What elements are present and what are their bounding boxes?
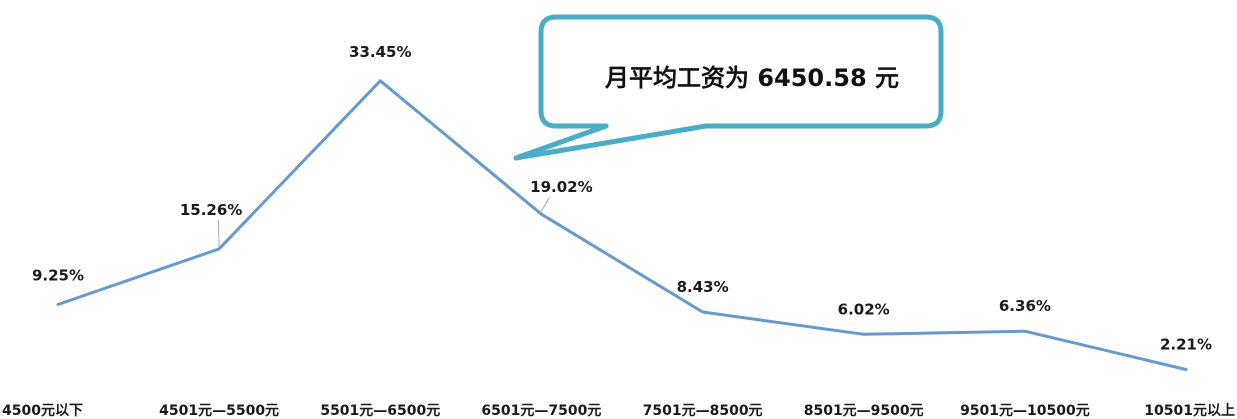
leader-line [540,196,550,212]
data-label: 33.45% [349,43,411,61]
x-tick-label: 5501元—6500元 [320,403,440,419]
annotation-callout: 月平均工资为 6450.58 元 [513,14,944,161]
x-tick-label: 7501元—8500元 [643,403,763,419]
data-label: 15.26% [180,201,242,219]
x-tick-label: 10501元以上 [1144,403,1235,419]
data-labels: 9.25% 15.26% 33.45% 19.02% 8.43% 6.02% 6.36% 2.… [32,43,1212,354]
data-label: 19.02% [530,178,592,196]
x-tick-label: 4501元—5500元 [159,403,279,419]
x-tick-label: 9501元—10500元 [960,403,1090,419]
x-tick-label: 6501元—7500元 [481,403,601,419]
leader-line [217,219,220,246]
data-label: 6.36% [999,297,1051,315]
x-tick-label: 4500元以下 [2,403,83,419]
x-tick-label: 8501元—9500元 [804,403,924,419]
data-label: 6.02% [838,300,890,318]
callout-bubble [513,14,944,161]
data-label: 9.25% [32,267,84,285]
leader-lines [217,196,550,246]
data-label: 8.43% [677,278,729,296]
x-axis-labels: 4500元以下 4501元—5500元 5501元—6500元 6501元—7500元… [2,403,1235,419]
callout-text: 月平均工资为 6450.58 元 [604,64,899,92]
data-label: 2.21% [1160,336,1212,354]
series-line [56,79,1188,371]
